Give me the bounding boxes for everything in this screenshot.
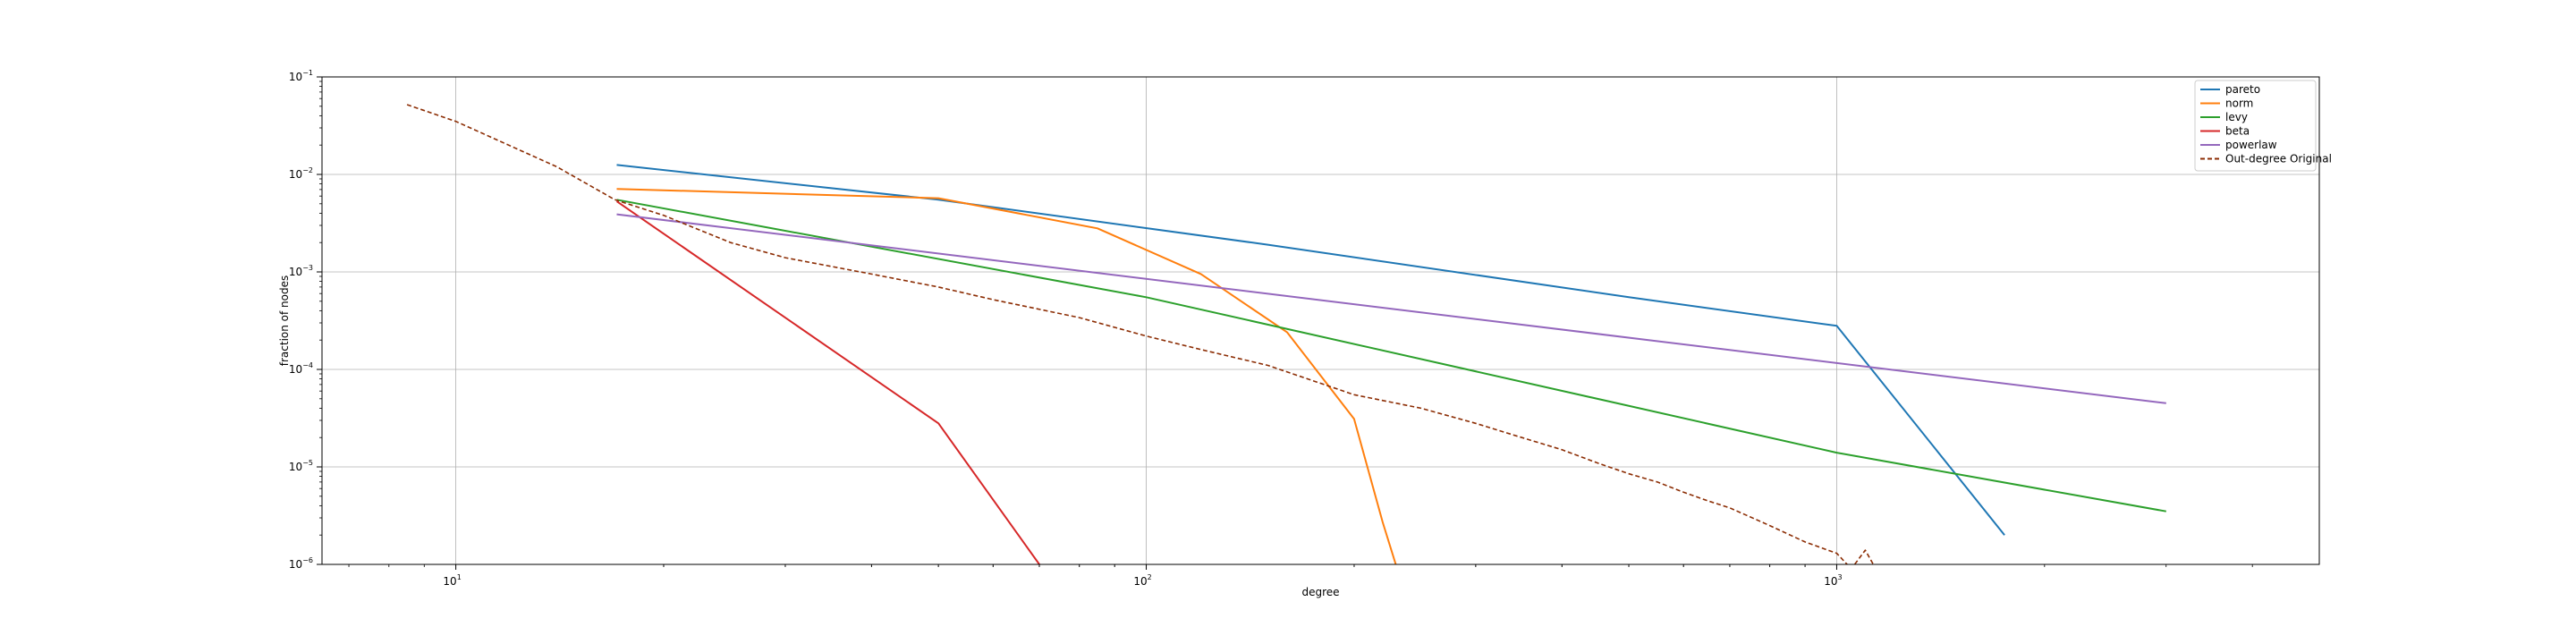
legend-label: Out-degree Original: [2225, 153, 2332, 165]
legend-label: pareto: [2225, 83, 2260, 96]
series-line-norm: [616, 188, 1397, 564]
y-tick-label: 10−4: [289, 361, 313, 376]
plot-frame: [321, 76, 2320, 565]
series-line-powerlaw: [616, 213, 2166, 404]
y-tick-label: 10−5: [289, 459, 313, 473]
legend-box: [2194, 80, 2317, 172]
series-layer: [406, 104, 2166, 564]
legend-label: beta: [2225, 125, 2250, 138]
series-line-levy: [616, 199, 2166, 513]
legend-label: powerlaw: [2225, 139, 2277, 151]
series-line-pareto: [616, 164, 2005, 536]
series-line-out-degree-original: [406, 104, 1875, 564]
x-tick-label: 102: [1133, 573, 1151, 588]
series-line-beta: [615, 200, 1040, 564]
legend-label: norm: [2225, 97, 2253, 110]
y-tick-label: 10−1: [289, 69, 313, 83]
x-axis-label: degree: [1301, 586, 1339, 598]
y-tick-label: 10−6: [289, 556, 313, 571]
x-axis: 101 102 103: [348, 564, 2253, 588]
y-axis: 10−1 10−2 10−3 10−4 10−5 10−6: [289, 69, 322, 571]
x-tick-label: 103: [1824, 573, 1842, 588]
y-axis-label: fraction of nodes: [278, 275, 291, 367]
y-tick-label: 10−3: [289, 264, 313, 278]
legend-label: levy: [2225, 111, 2248, 123]
x-tick-label: 101: [443, 573, 461, 588]
y-tick-label: 10−2: [289, 166, 313, 181]
